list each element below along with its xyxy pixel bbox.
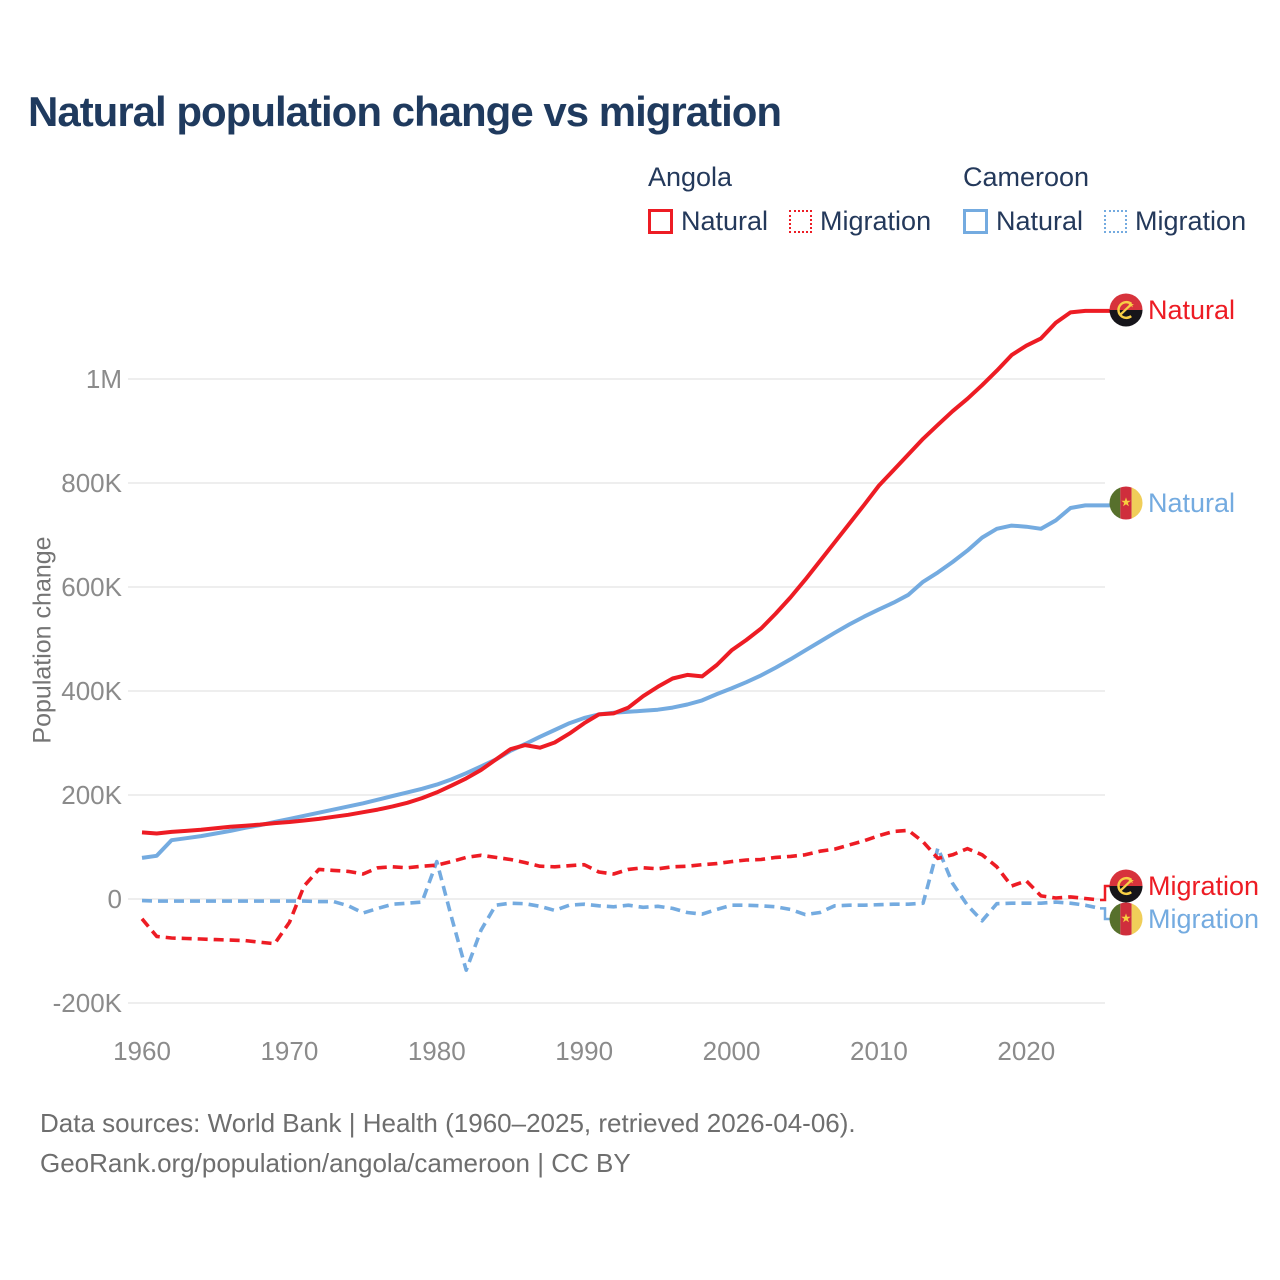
legend-country-cameroon: Cameroon xyxy=(963,162,1090,192)
legend-item-angola-natural[interactable]: Natural xyxy=(648,206,768,237)
cameroon-migration-line xyxy=(141,846,1101,973)
legend: Angola Natural Migration Cameroon Natura… xyxy=(648,162,1278,237)
legend-item-label: Migration xyxy=(820,206,932,236)
legend-item-label: Natural xyxy=(996,206,1084,236)
angola-migration-leader-line xyxy=(1100,884,1113,902)
legend-item-angola-migration[interactable]: Migration xyxy=(789,206,931,237)
angola-migration-line xyxy=(140,828,1101,946)
legend-group-angola: Angola Natural Migration xyxy=(648,162,963,237)
legend-country-angola: Angola xyxy=(648,162,733,192)
angola-natural-swatch xyxy=(648,209,673,234)
legend-item-cameroon-natural[interactable]: Natural xyxy=(963,206,1083,237)
footer: Data sources: World Bank | Health (1960–… xyxy=(40,1103,856,1183)
cameroon-migration-leader-line xyxy=(1100,907,1113,921)
cameroon-migration-swatch xyxy=(1104,210,1128,233)
page-title: Natural population change vs migration xyxy=(28,88,782,135)
legend-group-cameroon: Cameroon Natural Migration xyxy=(963,162,1278,237)
legend-item-label: Migration xyxy=(1135,206,1247,236)
data-sources-line: Data sources: World Bank | Health (1960–… xyxy=(40,1108,856,1138)
cameroon-natural-line xyxy=(141,503,1113,860)
legend-item-label: Natural xyxy=(681,206,769,236)
angola-natural-line xyxy=(141,308,1113,836)
legend-item-cameroon-migration[interactable]: Migration xyxy=(1104,206,1246,237)
angola-migration-swatch xyxy=(789,210,813,233)
attribution-line: GeoRank.org/population/angola/cameroon |… xyxy=(40,1148,631,1178)
cameroon-natural-swatch xyxy=(963,209,988,234)
